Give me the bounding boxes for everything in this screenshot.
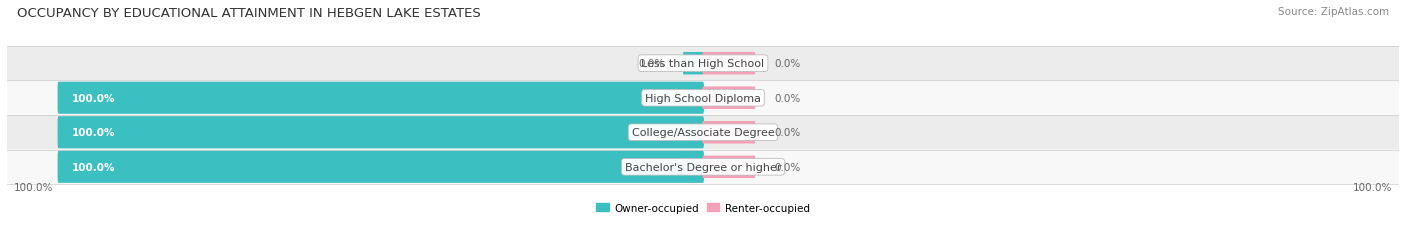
Text: High School Diploma: High School Diploma	[645, 93, 761, 103]
Legend: Owner-occupied, Renter-occupied: Owner-occupied, Renter-occupied	[592, 198, 814, 217]
FancyBboxPatch shape	[58, 82, 704, 114]
FancyBboxPatch shape	[683, 53, 703, 75]
FancyBboxPatch shape	[7, 116, 1399, 150]
Text: Source: ZipAtlas.com: Source: ZipAtlas.com	[1278, 7, 1389, 17]
Text: OCCUPANCY BY EDUCATIONAL ATTAINMENT IN HEBGEN LAKE ESTATES: OCCUPANCY BY EDUCATIONAL ATTAINMENT IN H…	[17, 7, 481, 20]
Text: 0.0%: 0.0%	[773, 128, 800, 138]
Text: 100.0%: 100.0%	[72, 162, 115, 172]
Text: 0.0%: 0.0%	[773, 162, 800, 172]
FancyBboxPatch shape	[703, 53, 755, 75]
Text: Less than High School: Less than High School	[641, 59, 765, 69]
FancyBboxPatch shape	[703, 156, 755, 178]
FancyBboxPatch shape	[703, 87, 755, 109]
Text: 0.0%: 0.0%	[638, 59, 665, 69]
Text: College/Associate Degree: College/Associate Degree	[631, 128, 775, 138]
Text: 0.0%: 0.0%	[773, 59, 800, 69]
Text: 100.0%: 100.0%	[14, 182, 53, 192]
Text: 100.0%: 100.0%	[72, 128, 115, 138]
Text: 0.0%: 0.0%	[773, 93, 800, 103]
FancyBboxPatch shape	[703, 122, 755, 144]
Text: 100.0%: 100.0%	[1353, 182, 1392, 192]
Text: 100.0%: 100.0%	[72, 93, 115, 103]
Text: Bachelor's Degree or higher: Bachelor's Degree or higher	[624, 162, 782, 172]
FancyBboxPatch shape	[58, 117, 704, 149]
FancyBboxPatch shape	[58, 151, 704, 183]
FancyBboxPatch shape	[7, 81, 1399, 116]
FancyBboxPatch shape	[7, 150, 1399, 184]
FancyBboxPatch shape	[7, 47, 1399, 81]
